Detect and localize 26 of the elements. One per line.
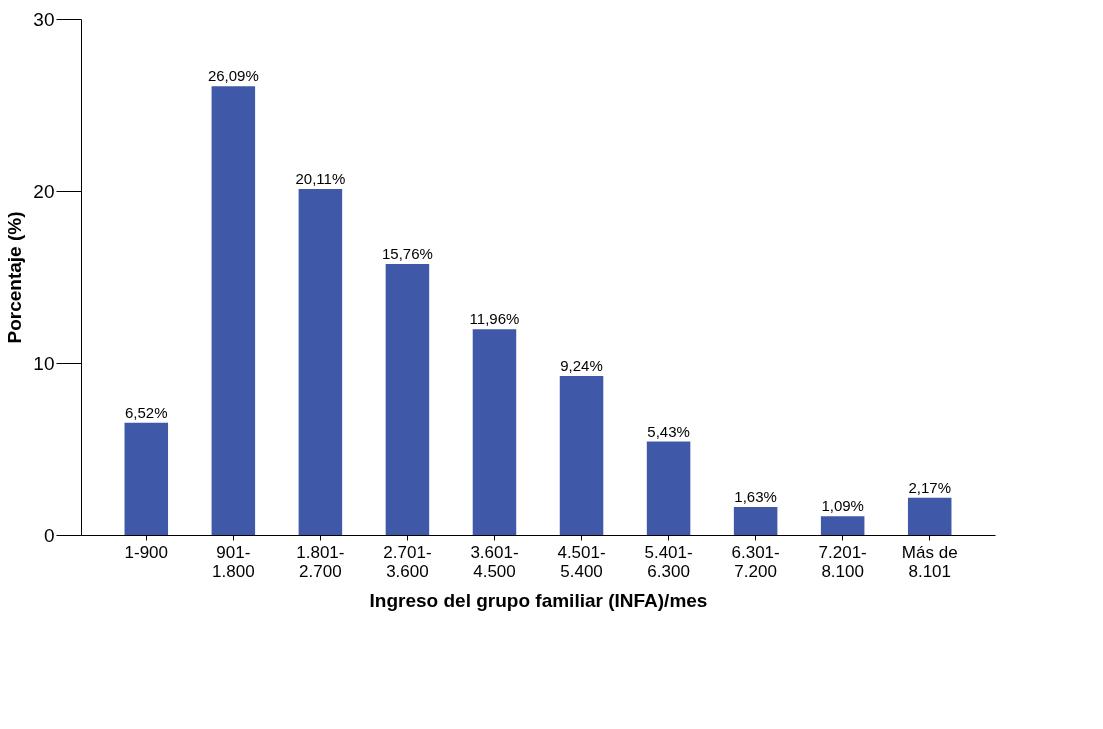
x-axis-title: Ingreso del grupo familiar (INFA)/mes (369, 589, 708, 611)
y-axis-title: Porcentaje (%) (4, 211, 26, 344)
x-tick-label: 5.401- 6.300 (644, 542, 693, 581)
y-tick-label: 30 (33, 8, 55, 30)
data-label: 6,52% (125, 403, 168, 421)
data-label: 1,63% (734, 487, 777, 505)
x-tick-label: 1.801- 2.700 (296, 542, 345, 581)
data-label: 1,09% (821, 497, 864, 515)
x-tick-label: 2.701- 3.600 (383, 542, 432, 581)
x-tick-label: 7.201- 8.100 (818, 542, 867, 581)
x-tick-label: 1-900 (124, 542, 169, 562)
x-tick-label: 3.601- 4.500 (470, 542, 519, 581)
x-tick-label: 4.501- 5.400 (557, 542, 606, 581)
x-tick-label: Más de 8.101 (901, 542, 958, 581)
y-tick-label: 10 (33, 352, 55, 374)
x-tick-label: 6.301- 7.200 (731, 542, 780, 581)
y-tick-label: 0 (43, 524, 55, 546)
data-label: 26,09% (207, 67, 259, 85)
data-label: 15,76% (381, 244, 433, 262)
data-label: 20,11% (295, 170, 346, 188)
data-label: 9,24% (560, 357, 603, 375)
data-label: 11,96% (469, 310, 520, 328)
y-tick-label: 20 (33, 180, 55, 202)
data-label: 5,43% (647, 422, 690, 440)
x-tick-label: 901- 1.800 (212, 542, 255, 581)
data-label: 2,17% (908, 478, 951, 496)
